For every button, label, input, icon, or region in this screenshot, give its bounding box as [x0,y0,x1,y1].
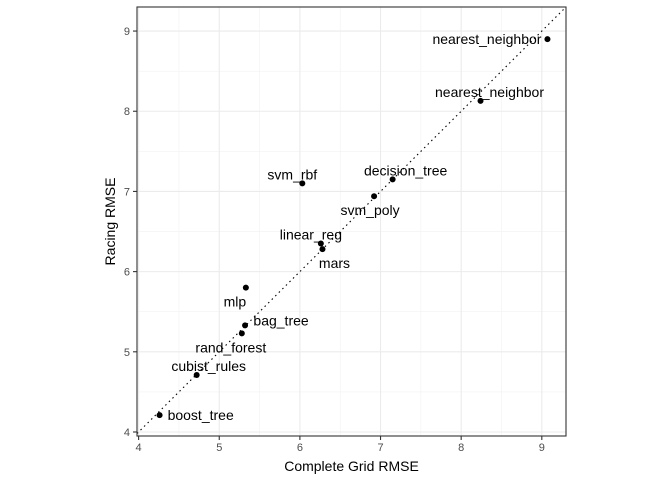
y-tick-label: 8 [124,106,130,118]
y-axis-ticks: 4 5 6 7 8 9 [124,26,137,439]
identity-reference-line [136,6,567,434]
data-point [242,322,249,329]
data-point [156,412,163,419]
x-axis-ticks: 4 5 6 7 8 9 [136,436,545,454]
point-label: boost_tree [168,407,234,423]
x-tick-label: 5 [216,442,222,454]
data-point [477,97,484,104]
data-point [193,372,200,379]
data-points [156,36,551,419]
point-label: cubist_rules [171,358,246,374]
point-labels: boost_tree cubist_rules rand_forest bag_tre… [168,31,545,423]
point-label: rand_forest [195,339,266,355]
x-tick-label: 9 [539,442,545,454]
y-tick-label: 9 [124,26,130,38]
data-point [319,246,326,253]
point-label: mars [319,255,350,271]
point-label: mlp [224,294,247,310]
major-gridlines [137,7,566,436]
data-point [389,176,396,183]
y-axis-title: Racing RMSE [102,178,118,266]
panel-border [136,6,567,437]
x-tick-label: 7 [377,442,383,454]
y-tick-label: 4 [124,427,130,439]
y-tick-label: 5 [124,347,130,359]
x-tick-label: 8 [458,442,464,454]
x-axis-title: Complete Grid RMSE [284,458,419,474]
data-point [317,240,324,247]
data-point [242,284,249,291]
point-label: decision_tree [364,162,447,178]
y-tick-label: 6 [124,267,130,279]
minor-gridlines [137,7,566,436]
data-point [238,330,245,337]
data-point [299,180,306,187]
y-tick-label: 7 [124,186,130,198]
x-tick-label: 6 [297,442,303,454]
point-label: svm_poly [341,202,400,218]
data-point [371,193,378,200]
point-label: nearest_neighbor [435,84,544,100]
point-label: linear_reg [280,227,342,243]
x-tick-label: 4 [136,442,142,454]
data-point [544,36,551,43]
point-label: bag_tree [253,312,308,328]
point-label: nearest_neighbor [432,31,541,47]
point-label: svm_rbf [267,166,317,182]
